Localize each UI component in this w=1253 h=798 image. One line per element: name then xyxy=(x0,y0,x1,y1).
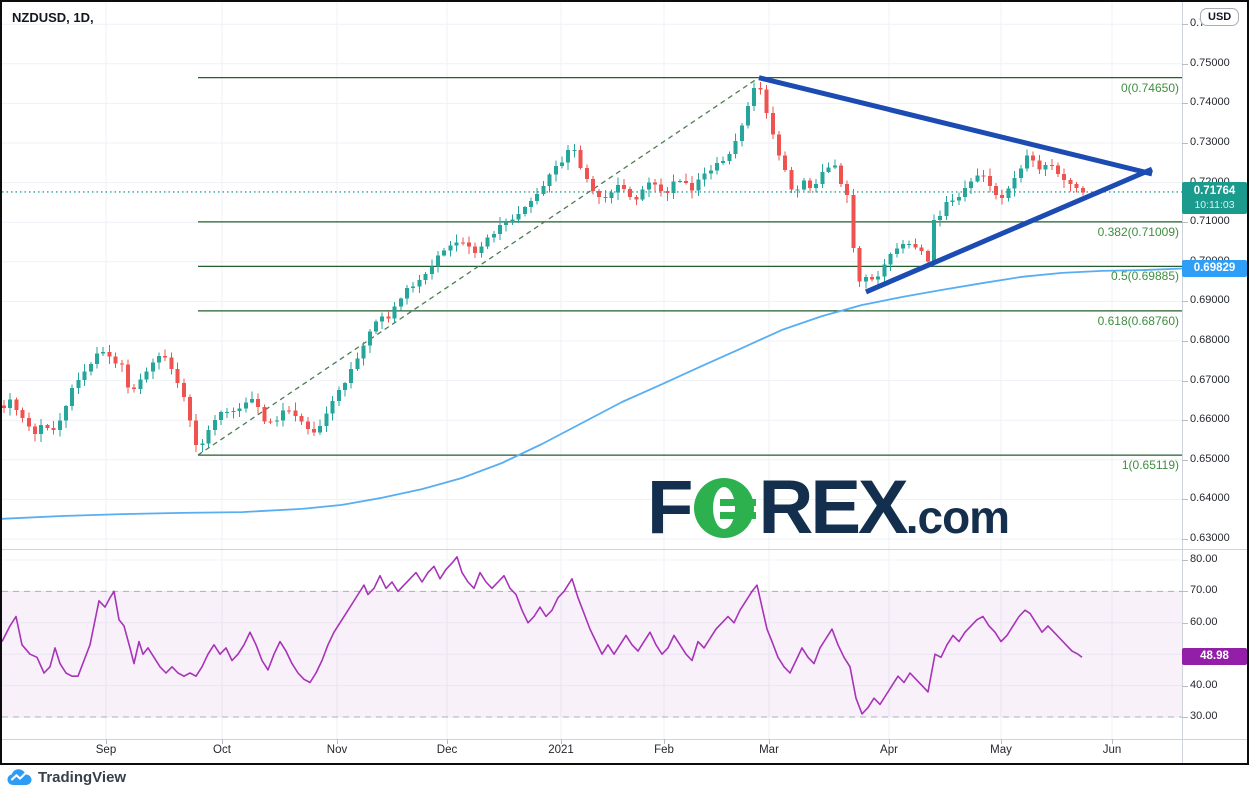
attribution-footer: TradingView xyxy=(0,765,1253,798)
time-tick-mark xyxy=(337,739,338,744)
time-axis-label: May xyxy=(990,744,1012,756)
rsi-tick-mark xyxy=(1182,685,1188,687)
rsi-tick-mark xyxy=(1182,560,1188,561)
price-axis-separator xyxy=(1182,2,1183,763)
price-tick-mark xyxy=(1182,539,1188,540)
rsi-tick-mark xyxy=(1182,717,1188,718)
rsi-tick-label: 70.00 xyxy=(1190,584,1218,597)
price-tick-label: 0.65000 xyxy=(1190,452,1230,465)
tradingview-logo[interactable]: TradingView xyxy=(7,769,126,786)
price-tick-label: 0.66000 xyxy=(1190,413,1230,426)
fib-trendline-dashed xyxy=(197,78,758,456)
candlestick-series xyxy=(2,81,1085,452)
time-axis-label: Feb xyxy=(654,744,674,756)
fib-level-label: 1(0.65119) xyxy=(1121,458,1179,473)
chart-grid-layer xyxy=(2,2,1182,739)
price-tick-label: 0.63000 xyxy=(1190,532,1230,544)
price-tick-label: 0.69000 xyxy=(1190,294,1230,307)
time-axis-separator xyxy=(2,739,1247,740)
fib-level-label: 0.382(0.71009) xyxy=(1097,224,1179,239)
price-tick-mark xyxy=(1182,24,1188,26)
time-tick-mark xyxy=(889,739,890,744)
time-axis-label: Nov xyxy=(326,744,348,756)
rsi-tick-label: 30.00 xyxy=(1190,710,1218,722)
forex-com-watermark: F REX .com xyxy=(647,465,1010,550)
price-tick-mark xyxy=(1182,63,1188,65)
time-axis-label: Jun xyxy=(1102,744,1122,756)
time-tick-mark xyxy=(447,739,448,744)
price-tick-mark xyxy=(1182,301,1188,303)
fib-level-label: 0.618(0.68760) xyxy=(1097,313,1179,328)
time-tick-mark xyxy=(561,739,562,744)
moving-average-line xyxy=(2,267,1184,520)
watermark-letter-f: F xyxy=(647,465,693,550)
price-tick-label: 0.64000 xyxy=(1190,492,1230,505)
price-tick-mark xyxy=(1182,143,1188,144)
rsi-tick-label: 60.00 xyxy=(1190,615,1218,628)
currency-usd-button[interactable]: USD xyxy=(1200,8,1240,26)
price-tick-label: 0.71000 xyxy=(1190,215,1230,228)
rsi-line xyxy=(2,556,1083,715)
time-tick-mark xyxy=(1112,739,1113,744)
rsi-tick-label: 80.00 xyxy=(1190,553,1218,565)
time-axis-label: Mar xyxy=(759,744,779,756)
watermark-dot-com: .com xyxy=(905,491,1010,543)
pane-divider[interactable] xyxy=(2,549,1247,550)
time-axis-label: Apr xyxy=(880,744,898,756)
time-axis-label: Dec xyxy=(436,744,458,756)
time-tick-mark xyxy=(222,739,223,744)
last-price-badge: 0.71764 10:11:03 xyxy=(1182,181,1247,214)
triangle-upper-line xyxy=(758,75,1153,177)
price-tick-mark xyxy=(1182,103,1188,105)
rsi-tick-mark xyxy=(1182,622,1188,624)
time-tick-mark xyxy=(664,739,665,744)
fib-level-label: 0.5(0.69885) xyxy=(1110,269,1179,284)
price-tick-mark xyxy=(1182,222,1188,224)
price-tick-mark xyxy=(1182,420,1188,422)
time-axis-label: Sep xyxy=(95,744,117,756)
last-price-value: 0.71764 xyxy=(1193,184,1236,197)
watermark-letters-rex: REX xyxy=(758,465,908,550)
chart-widget: F REX .com NZDUSD, 1D, USD 0(0.74650) 0.3… xyxy=(0,0,1249,765)
ma-value-badge: 0.69829 xyxy=(1182,259,1247,277)
watermark-zero-icon xyxy=(694,478,757,538)
rsi-tick-mark xyxy=(1182,591,1188,593)
chart-plot-area[interactable] xyxy=(2,2,1247,763)
tradingview-brand-text: TradingView xyxy=(38,769,127,786)
price-tick-mark xyxy=(1182,380,1188,382)
price-tick-label: 0.74000 xyxy=(1190,96,1230,109)
time-tick-mark xyxy=(769,739,770,744)
rsi-tick-label: 40.00 xyxy=(1190,678,1218,691)
price-tick-label: 0.73000 xyxy=(1190,136,1230,148)
fib-level-label: 0(0.74650) xyxy=(1120,80,1179,95)
time-axis-label: 2021 xyxy=(548,744,574,756)
time-axis-label: Oct xyxy=(213,744,231,756)
symbol-legend[interactable]: NZDUSD, 1D, xyxy=(12,10,94,25)
triangle-lower-line xyxy=(865,166,1153,295)
time-tick-mark xyxy=(1001,739,1002,744)
tradingview-cloud-icon xyxy=(7,769,32,785)
price-tick-label: 0.75000 xyxy=(1190,56,1230,69)
price-tick-label: 0.67000 xyxy=(1190,373,1230,386)
price-tick-mark xyxy=(1182,459,1188,461)
bar-close-countdown: 10:11:03 xyxy=(1194,198,1235,211)
price-tick-label: 0.68000 xyxy=(1190,334,1230,346)
price-tick-mark xyxy=(1182,499,1188,501)
price-tick-mark xyxy=(1182,341,1188,342)
rsi-value-badge: 48.98 xyxy=(1182,648,1247,666)
time-tick-mark xyxy=(106,739,107,744)
